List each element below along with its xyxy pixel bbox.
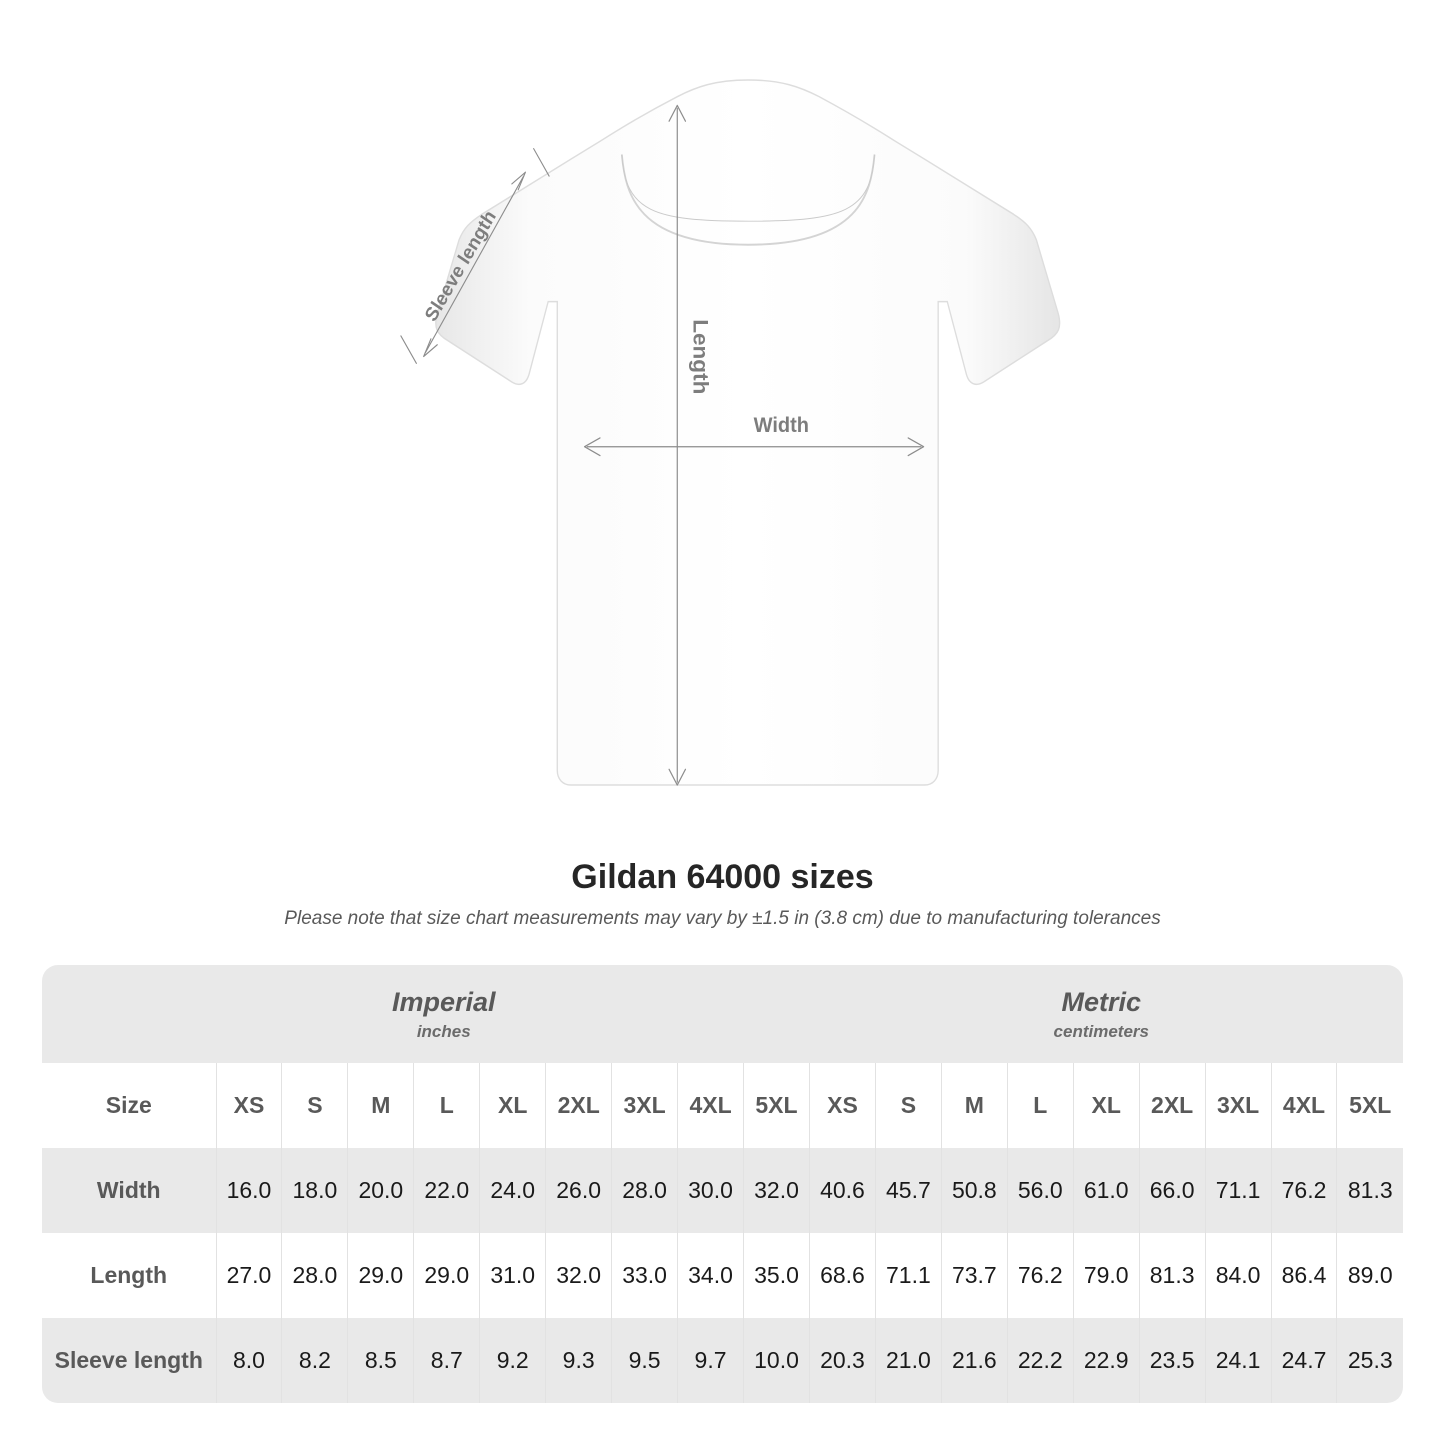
svg-text:Length: Length: [689, 319, 713, 394]
svg-text:Width: Width: [754, 413, 809, 437]
